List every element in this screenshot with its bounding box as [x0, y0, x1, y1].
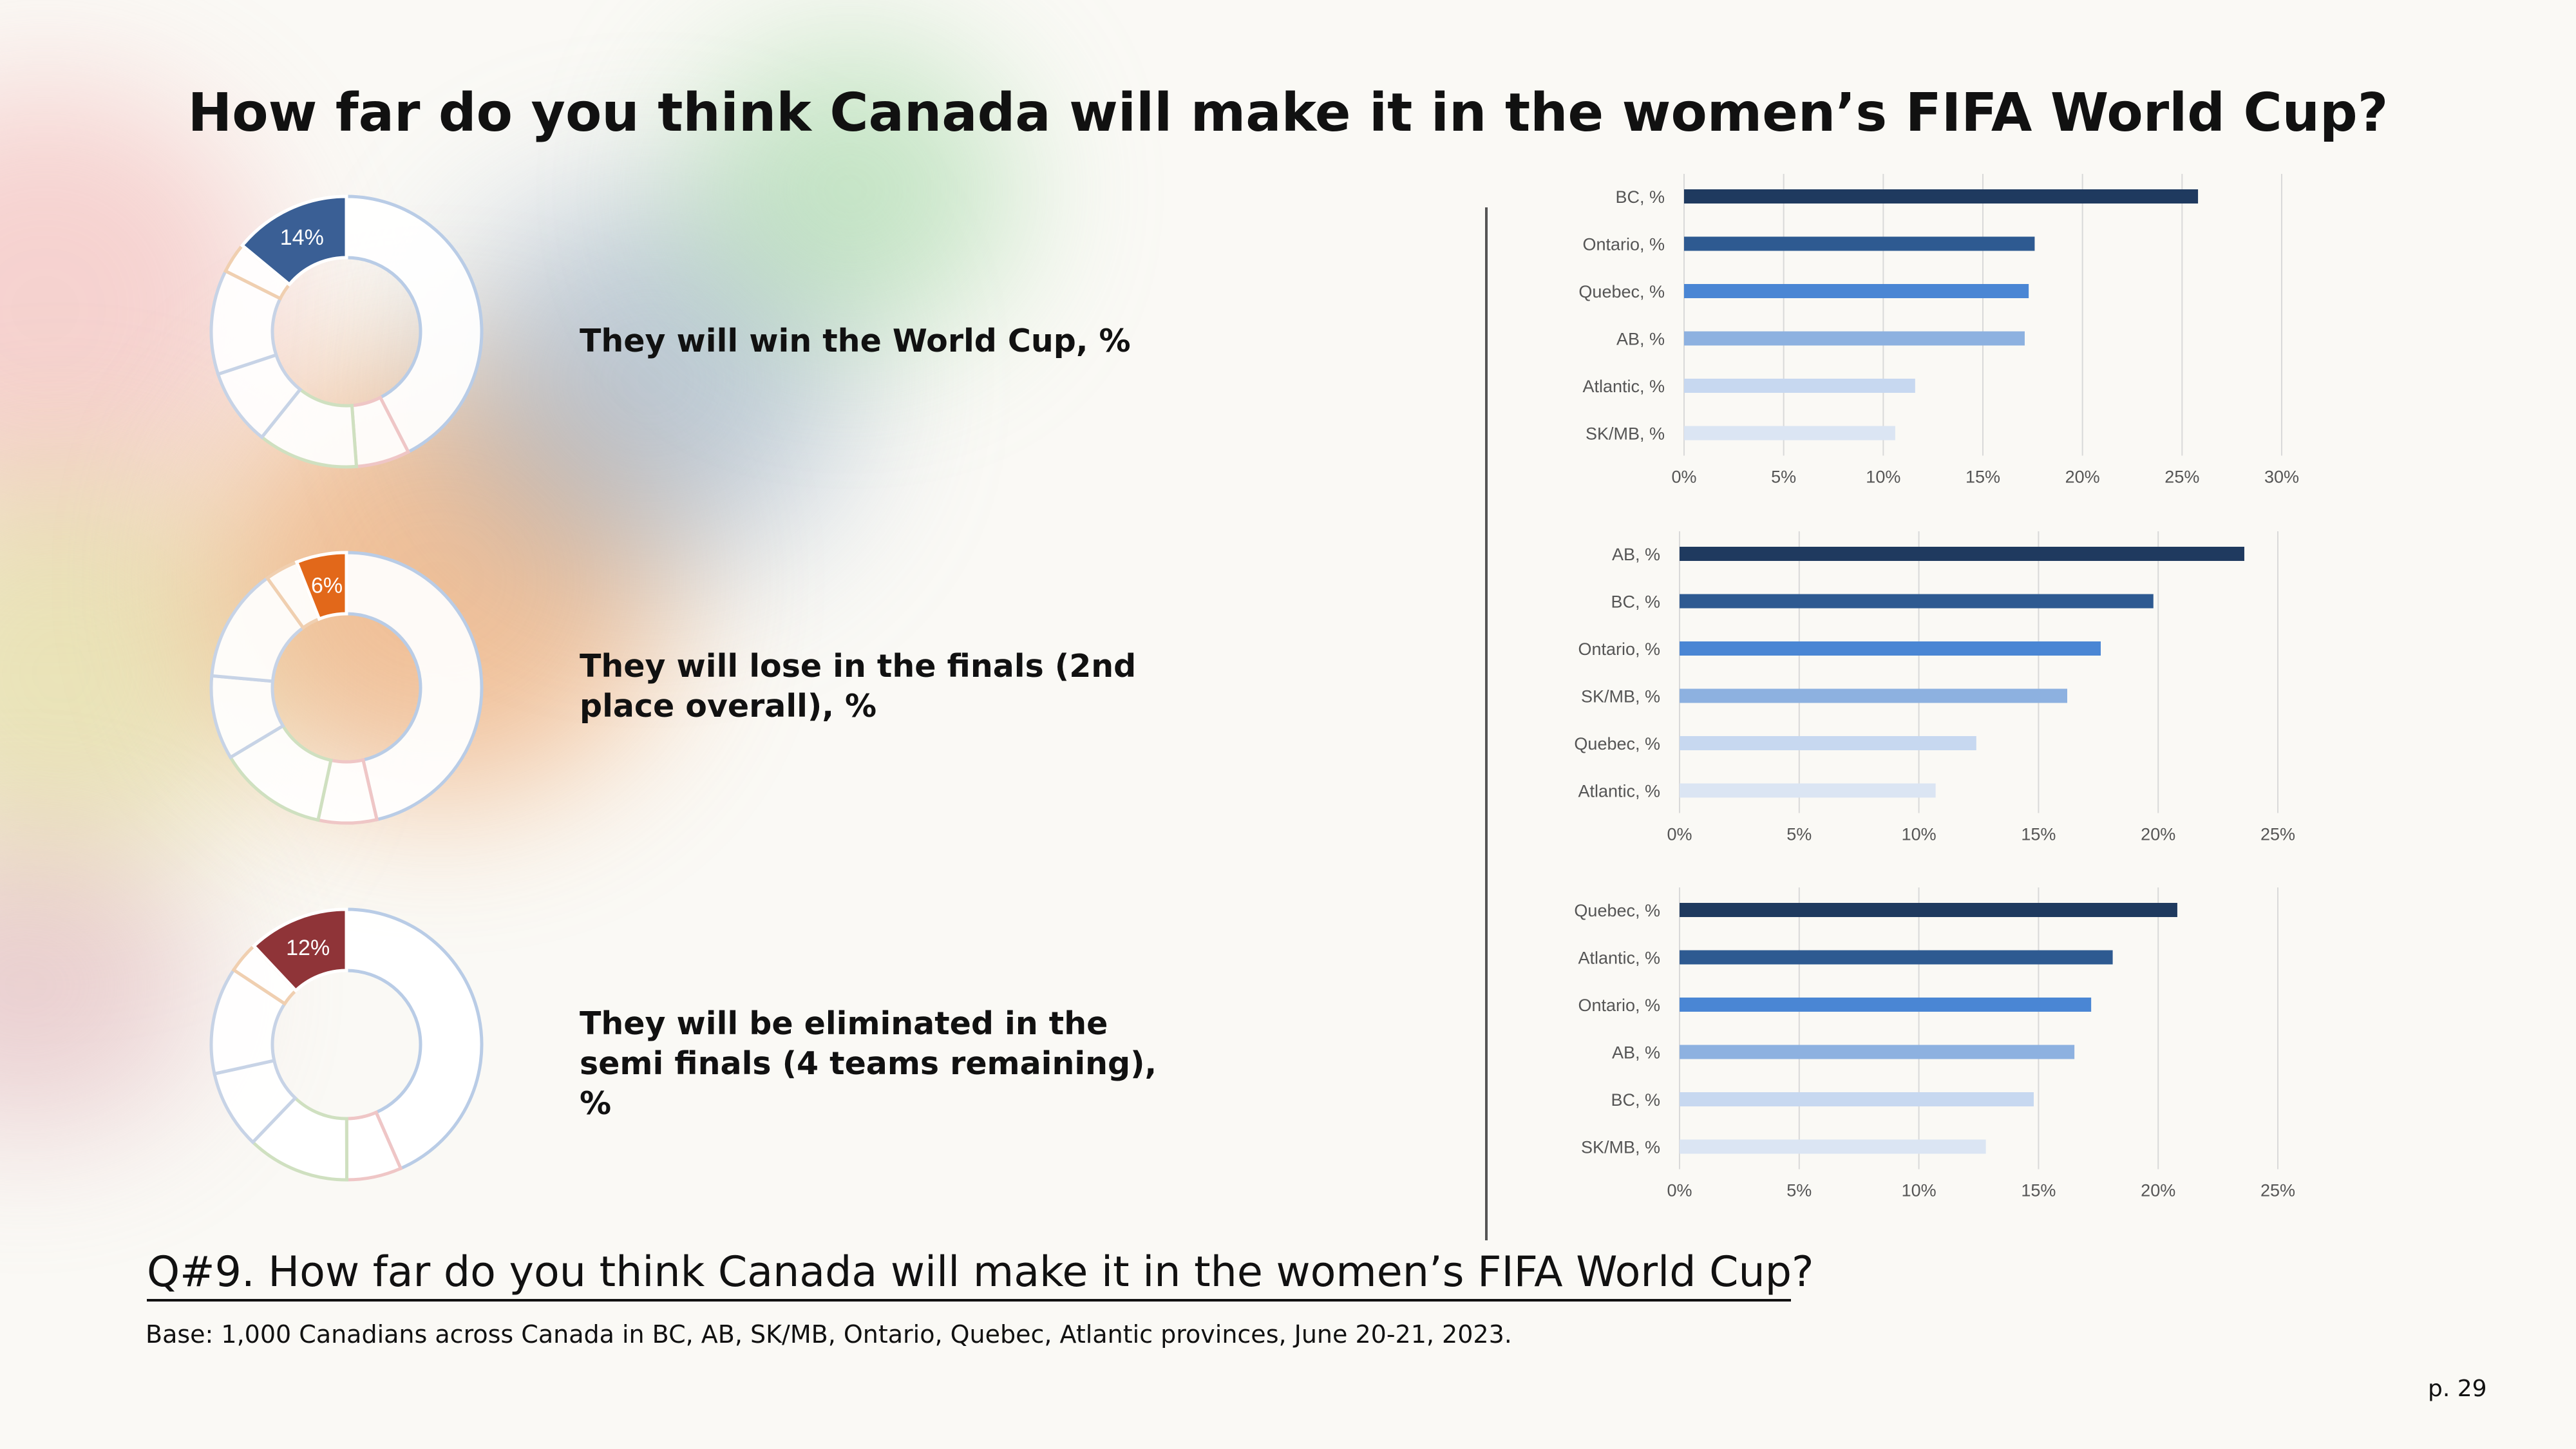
x-tick-label: 0% — [1667, 825, 1692, 844]
x-tick-label: 15% — [1965, 468, 2000, 487]
decorative-blob-green — [683, 39, 1018, 341]
page-number: p. 29 — [2428, 1376, 2487, 1402]
donut-chart-win: 14% — [209, 194, 484, 469]
bar — [1684, 284, 2029, 298]
bar — [1684, 331, 2025, 346]
bar-chart-semis-by-region: 0% 5% 10% 15% 20% 25% Quebec, % Atlantic, % Onta… — [1574, 887, 2295, 1200]
x-tick-label: 25% — [2260, 1181, 2295, 1200]
bar-chart-win-by-region: 0% 5% 10% 15% 20% 25% 30% BC, % Ontario, % Quebec… — [1578, 174, 2299, 487]
donut-chart-finals: 6% — [209, 551, 484, 825]
x-tick-label: 10% — [1902, 825, 1937, 844]
x-tick-label: 5% — [1786, 1181, 1812, 1200]
y-category-label: AB, % — [1616, 330, 1665, 349]
donut-label-finals: They will lose in the finals (2nd place … — [580, 648, 1137, 724]
x-tick-label: 10% — [1902, 1181, 1937, 1200]
y-category-label: Atlantic, % — [1582, 377, 1665, 396]
donut-highlight-slice — [240, 194, 348, 287]
y-category-label: Atlantic, % — [1578, 949, 1660, 968]
x-tick-label: 5% — [1786, 825, 1812, 844]
donut-highlight-label: 12% — [286, 936, 330, 960]
donut-segment — [345, 907, 484, 1171]
bar — [1680, 783, 1936, 798]
bar — [1680, 594, 2154, 609]
y-category-label: Atlantic, % — [1578, 782, 1660, 801]
x-tick-label: 25% — [2164, 468, 2199, 487]
y-category-label: BC, % — [1615, 187, 1665, 207]
vertical-divider — [1485, 207, 1488, 1240]
x-tick-label: 10% — [1866, 468, 1900, 487]
x-tick-label: 25% — [2260, 825, 2295, 844]
donut-segment — [345, 551, 484, 822]
bar — [1680, 1139, 1986, 1154]
y-category-label: SK/MB, % — [1581, 687, 1660, 706]
bar — [1684, 189, 2199, 204]
donut-highlight-slice — [251, 907, 348, 993]
x-tick-label: 20% — [2065, 468, 2100, 487]
y-category-label: Ontario, % — [1578, 639, 1660, 659]
x-tick-label: 0% — [1671, 468, 1696, 487]
donut-label-win: They will win the World Cup, % — [580, 323, 1131, 359]
bar — [1680, 1092, 2034, 1106]
x-tick-label: 20% — [2141, 825, 2175, 844]
y-category-label: BC, % — [1611, 592, 1660, 612]
y-category-label: SK/MB, % — [1581, 1138, 1660, 1157]
bar — [1684, 379, 1915, 393]
base-note: Base: 1,000 Canadians across Canada in B… — [146, 1320, 1512, 1349]
donut-segment — [345, 194, 484, 455]
bar — [1680, 547, 2244, 561]
x-tick-label: 30% — [2264, 468, 2299, 487]
y-category-label: Ontario, % — [1578, 996, 1660, 1015]
x-tick-label: 15% — [2021, 1181, 2056, 1200]
bar — [1680, 641, 2101, 656]
question-text: Q#9. How far do you think Canada will ma… — [147, 1248, 1814, 1296]
y-category-label: Quebec, % — [1574, 734, 1660, 753]
bar — [1680, 1045, 2075, 1059]
question-underline — [147, 1299, 1791, 1302]
y-category-label: Quebec, % — [1578, 282, 1665, 301]
bar — [1680, 688, 2067, 703]
donut-highlight-slice — [294, 551, 348, 621]
bar — [1684, 236, 2035, 251]
y-category-label: SK/MB, % — [1586, 424, 1665, 444]
donut-label-semis: They will be eliminated in the semi fina… — [580, 1005, 1157, 1122]
y-category-label: Ontario, % — [1582, 235, 1665, 254]
bar — [1680, 950, 2113, 965]
bar — [1680, 903, 2177, 917]
x-tick-label: 5% — [1771, 468, 1796, 487]
y-category-label: Quebec, % — [1574, 901, 1660, 920]
y-category-label: AB, % — [1612, 545, 1660, 564]
donut-highlight-label: 6% — [311, 573, 343, 598]
decorative-blob-pink — [0, 837, 206, 1133]
donut-highlight-label: 14% — [280, 225, 324, 250]
x-tick-label: 20% — [2141, 1181, 2175, 1200]
y-category-label: BC, % — [1611, 1090, 1660, 1110]
bar — [1684, 426, 1895, 440]
y-category-label: AB, % — [1612, 1043, 1660, 1063]
x-tick-label: 0% — [1667, 1181, 1692, 1200]
x-tick-label: 15% — [2021, 825, 2056, 844]
slide-title: How far do you think Canada will make it… — [187, 82, 2389, 144]
bar — [1680, 998, 2092, 1012]
bar — [1680, 736, 1976, 750]
bar-chart-finals-by-region: 0% 5% 10% 15% 20% 25% AB, % BC, % Ontario, % SK/M… — [1574, 531, 2295, 844]
donut-chart-semis: 12% — [209, 907, 484, 1182]
